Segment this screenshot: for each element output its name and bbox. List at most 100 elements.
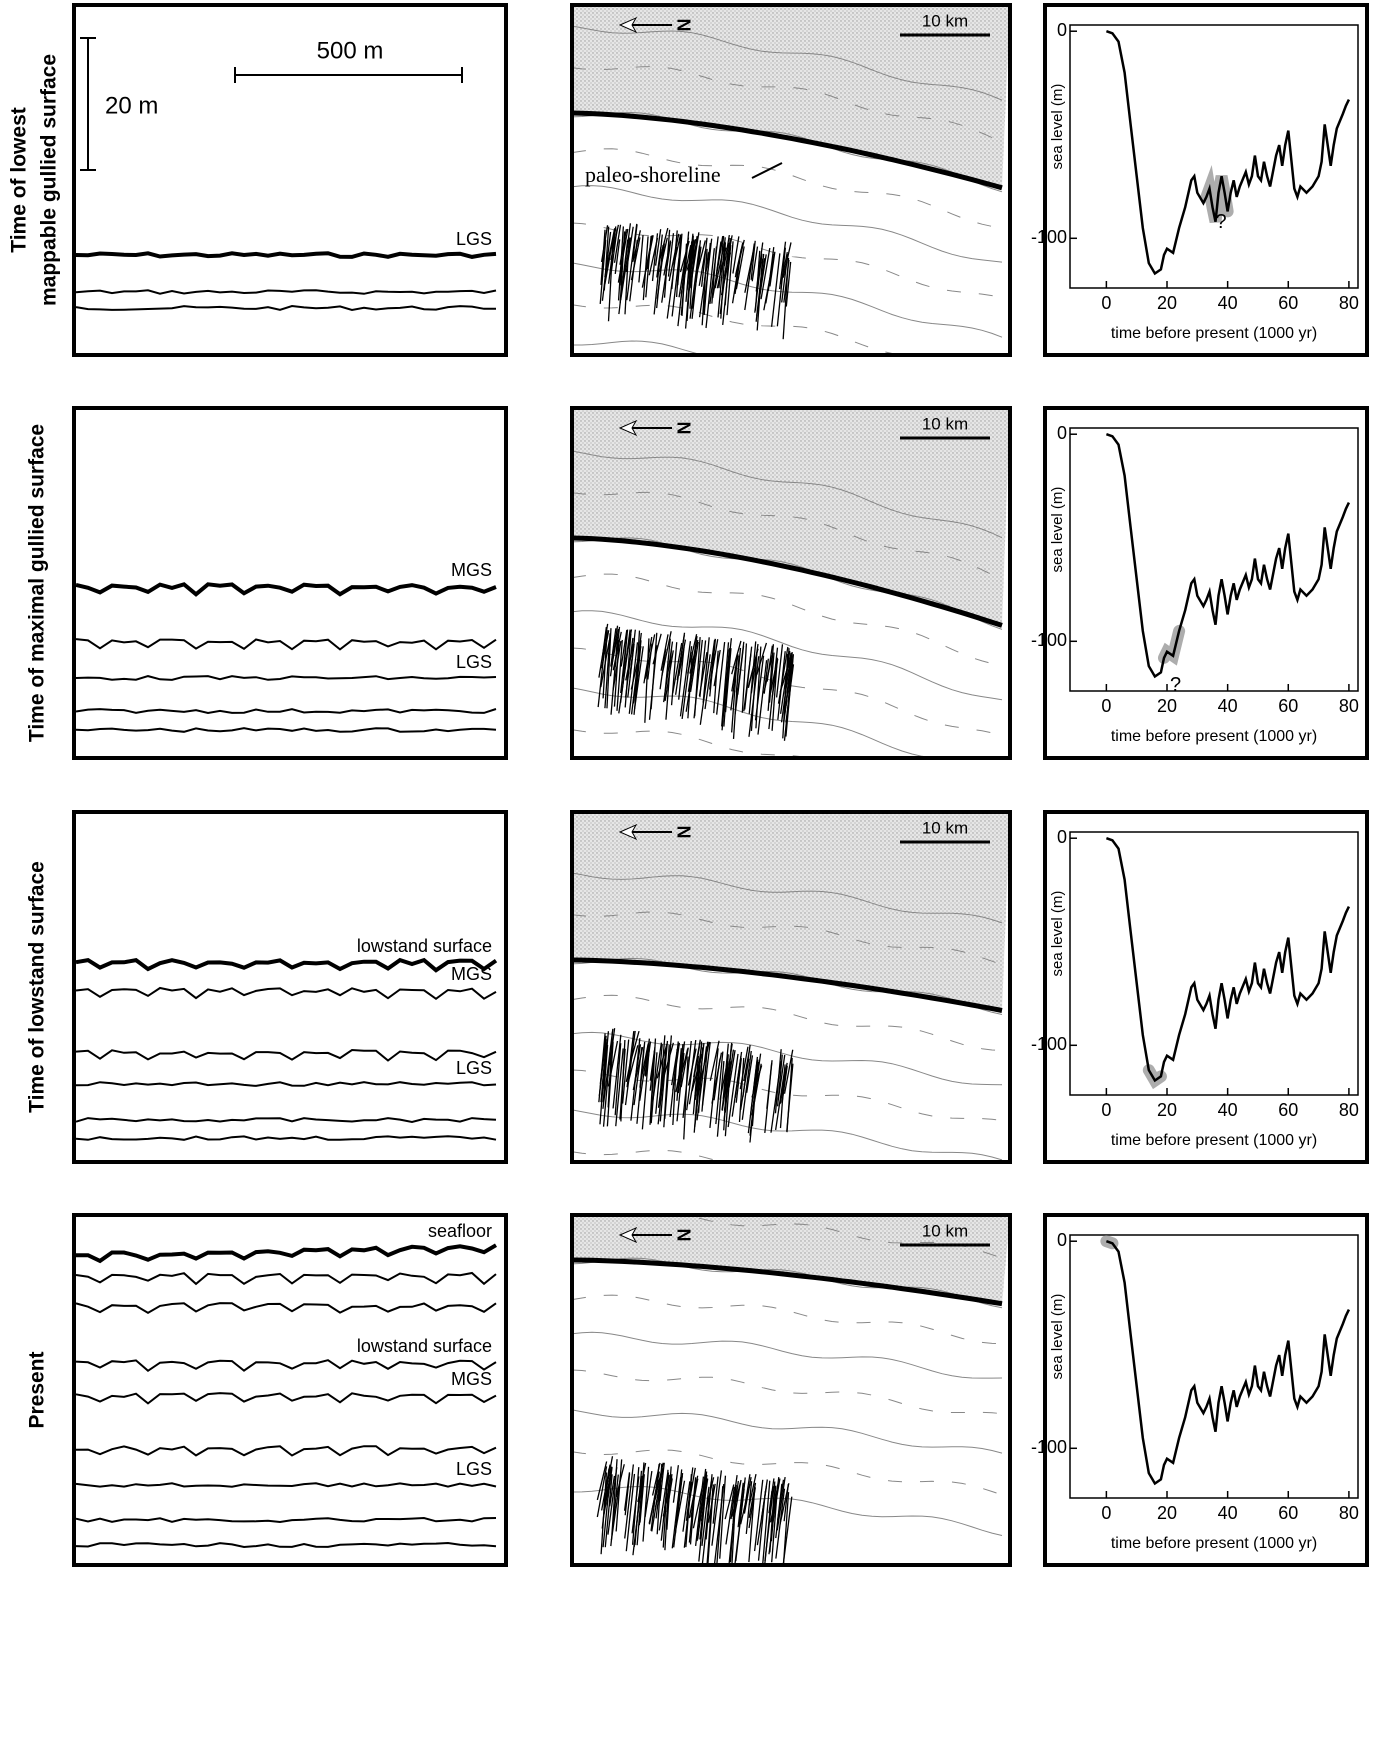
contour: [572, 66, 1003, 143]
y-axis-label: sea level (m): [1049, 487, 1066, 573]
gully: [616, 639, 623, 711]
chart-panel: [1043, 810, 1369, 1164]
gully: [673, 1473, 684, 1548]
gully: [644, 1470, 653, 1518]
horizon: [75, 1117, 497, 1124]
gully: [688, 1046, 701, 1105]
contour: [572, 872, 1003, 924]
x-tick-label: 80: [1339, 1100, 1359, 1120]
contour: [572, 610, 1003, 701]
annotation: ?: [1215, 211, 1226, 233]
x-tick-label: 20: [1157, 1503, 1177, 1523]
gully: [688, 1477, 697, 1543]
row-label: Time of lowstand surface: [26, 861, 49, 1113]
gully: [671, 230, 678, 290]
gully: [726, 241, 734, 316]
gully: [620, 634, 628, 694]
section-panel: [72, 1213, 508, 1567]
gully: [602, 1045, 612, 1127]
shoreline: [572, 957, 1003, 1013]
horizon: [76, 1243, 498, 1264]
gully: [699, 1041, 710, 1082]
gully: [682, 1481, 691, 1532]
gully: [749, 1064, 758, 1143]
gully: [709, 1048, 719, 1129]
gully: [721, 1061, 729, 1111]
contour: [572, 1294, 1003, 1345]
contour: [572, 222, 1003, 299]
map-panel: [570, 3, 1012, 357]
y-axis-label: sea level (m): [1049, 84, 1066, 170]
gully: [765, 253, 775, 304]
gully: [764, 1491, 773, 1565]
gully: [650, 632, 658, 710]
y-tick-label: -100: [1031, 1034, 1067, 1054]
gully: [734, 1051, 743, 1098]
gully: [656, 1044, 668, 1079]
gully: [732, 236, 740, 274]
gully: [785, 664, 795, 723]
gully: [644, 634, 656, 679]
chart-panel: [1043, 1213, 1369, 1567]
gully: [719, 1475, 727, 1559]
gully: [771, 1484, 779, 1563]
contour: [572, 729, 813, 758]
gully: [676, 634, 685, 681]
gully: [613, 640, 620, 707]
gully: [776, 1476, 786, 1531]
gully: [784, 658, 792, 715]
x-axis-label: time before present (1000 yr): [1111, 1535, 1317, 1552]
gully: [626, 223, 638, 301]
gully: [629, 1030, 640, 1063]
shelf: [572, 408, 1010, 626]
gully: [664, 1035, 673, 1119]
gully: [601, 1042, 608, 1085]
gully: [779, 1064, 786, 1129]
gully: [738, 1057, 745, 1123]
section-panel: [72, 406, 508, 760]
gully: [670, 642, 678, 706]
shoreline-label: paleo-shoreline: [585, 162, 721, 187]
gully: [612, 631, 622, 671]
gully: [725, 1486, 735, 1545]
map-scale-label: 10 km: [922, 1221, 968, 1240]
gully: [649, 1050, 655, 1125]
gully: [633, 645, 642, 715]
surface-label: MGS: [451, 560, 492, 580]
gully: [604, 1474, 613, 1548]
gully: [696, 1043, 703, 1077]
row-label: Time of lowest: [8, 107, 31, 252]
y-tick-label: 0: [1057, 1230, 1067, 1250]
gully: [614, 239, 621, 275]
gully: [598, 1035, 607, 1096]
gully: [668, 233, 680, 282]
gully: [750, 652, 758, 732]
gully: [743, 1049, 751, 1082]
gully: [659, 1462, 665, 1502]
gully: [753, 1479, 764, 1552]
gully: [654, 1468, 664, 1508]
gully: [671, 1477, 682, 1549]
gully: [600, 640, 611, 688]
gully: [757, 660, 768, 735]
gully: [782, 1492, 790, 1565]
horizon: [75, 289, 497, 295]
gully: [656, 246, 662, 278]
shelf: [572, 1215, 1010, 1304]
gully: [741, 643, 748, 713]
gully: [679, 240, 690, 273]
gully: [596, 1461, 608, 1501]
contour: [572, 1449, 1003, 1496]
gully: [776, 247, 787, 327]
gully: [755, 253, 765, 322]
horizon: [75, 957, 498, 973]
gully: [607, 1040, 619, 1087]
north-arrowhead: [618, 16, 638, 34]
row-label: mappable gullied surface: [38, 54, 61, 306]
gully: [615, 1459, 623, 1532]
map-scale-label: 10 km: [922, 818, 968, 837]
gully: [644, 638, 650, 723]
gully: [694, 637, 701, 717]
gully: [748, 1486, 756, 1563]
